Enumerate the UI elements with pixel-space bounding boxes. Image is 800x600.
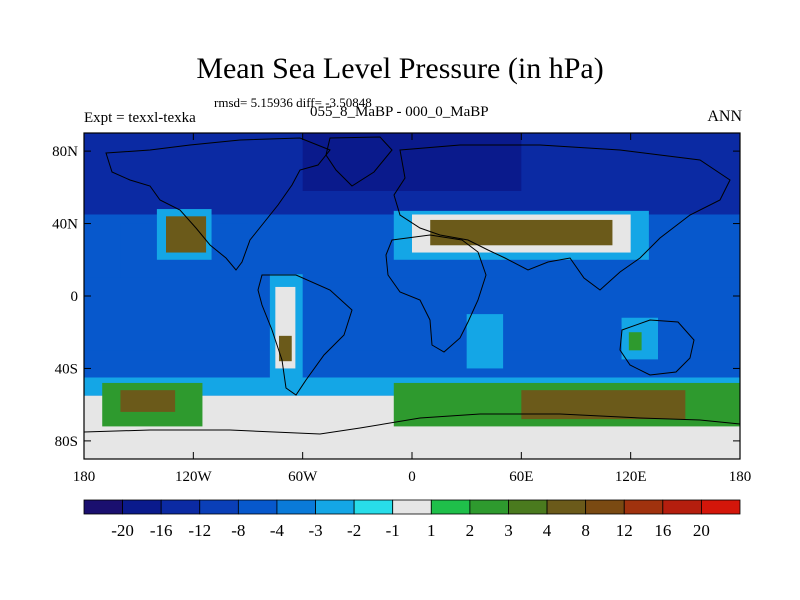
pressure-field <box>84 133 740 459</box>
coastline-north-america <box>105 137 331 271</box>
colorbar-swatch <box>83 499 123 515</box>
colorbar-level-label: -20 <box>111 521 134 540</box>
colorbar-level-label: -2 <box>347 521 361 540</box>
colorbar-level-label: 20 <box>693 521 710 540</box>
field-region <box>120 390 176 412</box>
season-label: ANN <box>707 108 742 125</box>
colorbar-swatch <box>662 499 702 515</box>
field-region <box>166 216 207 253</box>
colorbar-level-label: -3 <box>308 521 322 540</box>
coastline-eurasia <box>393 144 731 291</box>
y-axis: 80N 40N 0 40S 80S <box>52 144 740 450</box>
colorbar-level-label: 12 <box>616 521 633 540</box>
colorbar-level-label: 3 <box>504 521 513 540</box>
coastline-outlines <box>84 136 740 435</box>
field-region <box>302 133 522 191</box>
colorbar-swatch <box>392 499 432 515</box>
coastline-greenland <box>325 136 393 187</box>
colorbar-level-label: 4 <box>543 521 552 540</box>
colorbar-level-label: 16 <box>654 521 671 540</box>
field-region <box>628 332 642 351</box>
colorbar-swatch <box>508 499 548 515</box>
colorbar-swatch <box>199 499 239 515</box>
colorbar-swatch <box>353 499 394 515</box>
x-axis: 180 120W 60W 0 60E 120E 180 <box>73 133 752 485</box>
x-tick-label: 60E <box>509 469 533 485</box>
difference-label: 055_8_MaBP - 000_0_MaBP <box>310 104 489 120</box>
colorbar-swatch <box>469 499 509 515</box>
colorbar-swatch <box>315 499 355 515</box>
x-tick-label: 0 <box>408 469 416 485</box>
colorbar-swatch <box>430 499 471 515</box>
y-tick-label: 80N <box>52 144 78 160</box>
x-tick-label: 120E <box>615 469 647 485</box>
colorbar-level-label: -12 <box>188 521 211 540</box>
map-title: Mean Sea Level Pressure (in hPa) <box>196 52 604 85</box>
colorbar-level-label: -16 <box>150 521 173 540</box>
y-tick-label: 40N <box>52 217 78 233</box>
coastline-south-america <box>257 274 353 396</box>
colorbar-level-label: 1 <box>427 521 436 540</box>
field-region <box>278 335 292 362</box>
colorbar-swatch <box>585 499 625 515</box>
field-region <box>466 314 504 369</box>
stats-line: rmsd= 5.15936 diff= -3.50848 <box>214 95 372 110</box>
colorbar-swatch <box>276 499 316 515</box>
colorbar-swatch <box>160 499 201 515</box>
coastline-australia <box>619 319 695 376</box>
experiment-label: Expt = texxl-texka <box>84 110 196 126</box>
y-tick-label: 40S <box>55 361 78 377</box>
x-tick-label: 60W <box>288 469 318 485</box>
y-tick-label: 0 <box>71 289 79 305</box>
colorbar-swatch <box>701 499 741 515</box>
field-region <box>430 219 613 246</box>
colorbar-swatch <box>237 499 278 515</box>
x-tick-label: 120W <box>175 469 213 485</box>
y-tick-label: 80S <box>55 434 78 450</box>
coastline-antarctica <box>84 413 740 435</box>
x-tick-label: 180 <box>729 469 752 485</box>
colorbar-labels: -20 -16 -12 -8 -4 -3 -2 -1 1 2 3 4 8 12 16 20 <box>111 521 710 540</box>
field-region <box>521 390 686 420</box>
colorbar-level-label: -8 <box>231 521 245 540</box>
colorbar-level-label: -1 <box>386 521 400 540</box>
colorbar-level-label: 2 <box>466 521 475 540</box>
coastline-africa <box>385 234 487 353</box>
colorbar-level-label: -4 <box>270 521 285 540</box>
colorbar-level-label: 8 <box>581 521 590 540</box>
colorbar-swatch <box>546 499 587 515</box>
x-tick-label: 180 <box>73 469 96 485</box>
colorbar-swatch <box>122 499 162 515</box>
colorbar-swatch <box>623 499 664 515</box>
colorbar <box>83 499 741 515</box>
